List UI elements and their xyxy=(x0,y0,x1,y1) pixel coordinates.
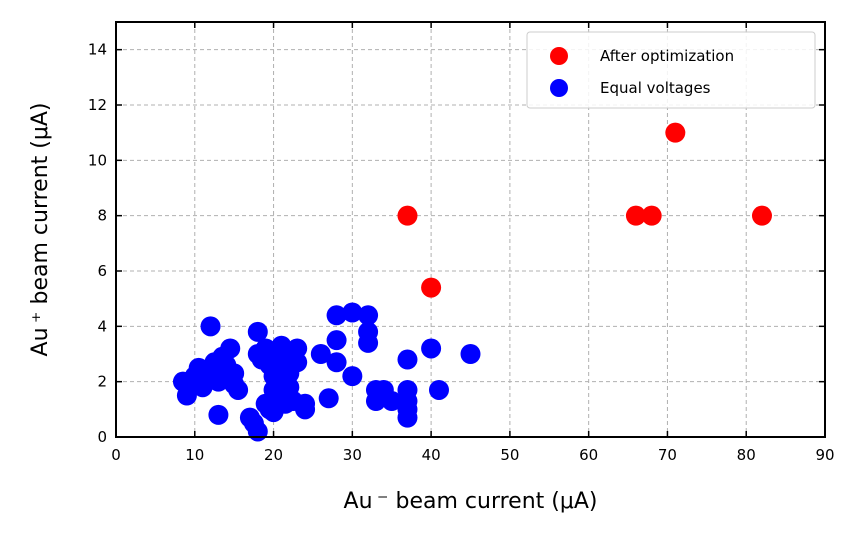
legend-marker-equal-voltages xyxy=(550,79,568,97)
data-point-equal-voltages xyxy=(342,366,363,387)
data-point-equal-voltages xyxy=(326,352,347,373)
x-tick-label: 20 xyxy=(264,446,283,464)
data-point-equal-voltages xyxy=(287,352,308,373)
data-point-equal-voltages xyxy=(247,321,268,342)
data-point-after-optimization xyxy=(751,205,772,226)
y-tick-label: 12 xyxy=(88,96,107,114)
data-point-equal-voltages xyxy=(397,349,418,370)
data-point-equal-voltages xyxy=(460,344,481,364)
data-point-equal-voltages xyxy=(220,338,241,359)
data-point-equal-voltages xyxy=(295,399,316,420)
x-tick-label: 50 xyxy=(500,446,519,464)
data-point-equal-voltages xyxy=(397,407,418,428)
y-tick-label: 2 xyxy=(97,373,107,391)
data-point-equal-voltages xyxy=(428,379,449,400)
x-tick-label: 70 xyxy=(658,446,677,464)
legend: After optimization Equal voltages xyxy=(526,31,816,109)
y-tick-label: 6 xyxy=(97,262,107,280)
legend-label-equal-voltages: Equal voltages xyxy=(600,79,711,97)
data-point-after-optimization xyxy=(625,205,646,226)
data-point-after-optimization xyxy=(421,277,442,298)
legend-label-after-optimization: After optimization xyxy=(600,47,734,65)
plot-frame xyxy=(115,21,826,438)
data-point-after-optimization xyxy=(641,205,662,226)
data-point-equal-voltages xyxy=(342,302,363,323)
x-tick-label: 60 xyxy=(579,446,598,464)
data-point-equal-voltages xyxy=(381,391,402,412)
data-points xyxy=(172,122,772,442)
data-point-equal-voltages xyxy=(247,421,268,442)
x-tick-label: 10 xyxy=(185,446,204,464)
y-tick-label: 14 xyxy=(88,41,107,59)
x-tick-label: 80 xyxy=(737,446,756,464)
data-point-equal-voltages xyxy=(310,344,331,364)
x-tick-label: 90 xyxy=(815,446,834,464)
data-point-equal-voltages xyxy=(208,404,229,425)
y-tick-label: 8 xyxy=(97,207,107,225)
x-tick-label: 40 xyxy=(422,446,441,464)
data-point-equal-voltages xyxy=(421,338,442,359)
y-tick-label: 0 xyxy=(97,428,107,446)
data-point-equal-voltages xyxy=(228,379,249,400)
data-point-equal-voltages xyxy=(287,338,308,359)
y-tick-label: 4 xyxy=(97,317,107,335)
x-tick-label: 0 xyxy=(111,446,121,464)
data-point-equal-voltages xyxy=(326,330,347,351)
x-axis-title: Au ⁻ beam current (μA) xyxy=(344,489,598,514)
x-tick-label: 30 xyxy=(343,446,362,464)
data-point-equal-voltages xyxy=(318,388,339,409)
axis-ticks: 0 10 20 30 40 50 60 70 80 90 0 2 4 6 8 10 12 14 xyxy=(88,22,835,464)
legend-marker-after-optimization xyxy=(550,47,568,65)
legend-box xyxy=(526,31,816,109)
data-point-equal-voltages xyxy=(326,305,347,326)
data-point-after-optimization xyxy=(665,122,686,143)
data-point-equal-voltages xyxy=(358,305,379,326)
data-point-after-optimization xyxy=(397,205,418,226)
data-point-equal-voltages xyxy=(200,316,221,337)
data-point-equal-voltages xyxy=(358,332,379,353)
y-axis-title: Au ⁺ beam current (μA) xyxy=(28,103,53,357)
y-tick-label: 10 xyxy=(88,151,107,169)
